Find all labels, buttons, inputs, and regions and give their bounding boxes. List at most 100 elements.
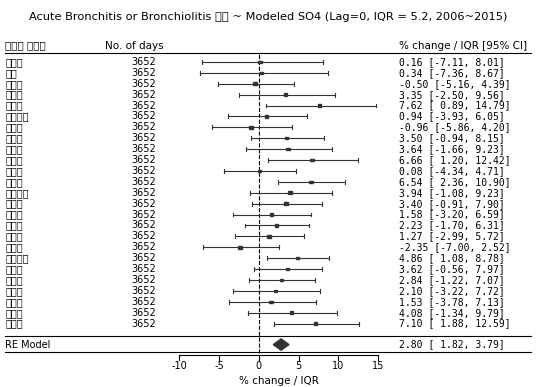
Text: 15: 15 [372, 361, 384, 372]
Text: 마포구: 마포구 [5, 199, 23, 209]
Text: 2.84 [-1.22, 7.07]: 2.84 [-1.22, 7.07] [399, 275, 505, 285]
FancyBboxPatch shape [249, 126, 253, 128]
FancyBboxPatch shape [258, 61, 262, 63]
Text: 노원구: 노원구 [5, 166, 23, 176]
Text: 4.08 [-1.34, 9.79]: 4.08 [-1.34, 9.79] [399, 308, 505, 318]
Text: 동작구: 동작구 [5, 264, 23, 274]
Text: -10: -10 [172, 361, 187, 372]
Text: No. of days: No. of days [105, 41, 163, 51]
Text: 4.86 [ 1.08, 8.78]: 4.86 [ 1.08, 8.78] [399, 253, 505, 263]
Text: 3652: 3652 [131, 221, 156, 230]
Text: 0.08 [-4.34, 4.71]: 0.08 [-4.34, 4.71] [399, 166, 505, 176]
Text: 6.66 [ 1.20, 12.42]: 6.66 [ 1.20, 12.42] [399, 155, 511, 165]
Text: 6.54 [ 2.36, 10.90]: 6.54 [ 2.36, 10.90] [399, 177, 511, 187]
Text: 3652: 3652 [131, 144, 156, 154]
Text: 3652: 3652 [131, 286, 156, 296]
Text: 도봉구: 도봉구 [5, 155, 23, 165]
Polygon shape [273, 339, 289, 350]
Text: 2.10 [-3.22, 7.72]: 2.10 [-3.22, 7.72] [399, 286, 505, 296]
Text: 0.34 [-7.36, 8.67]: 0.34 [-7.36, 8.67] [399, 68, 505, 78]
Text: 용산구: 용산구 [5, 79, 23, 89]
Text: 3652: 3652 [131, 308, 156, 318]
FancyBboxPatch shape [265, 115, 268, 118]
Text: 3652: 3652 [131, 253, 156, 263]
FancyBboxPatch shape [258, 170, 261, 172]
Text: -5: -5 [214, 361, 224, 372]
Text: 종로구: 종로구 [5, 57, 23, 67]
FancyBboxPatch shape [285, 137, 288, 139]
Text: 2.23 [-1.70, 6.31]: 2.23 [-1.70, 6.31] [399, 221, 505, 230]
Text: 3652: 3652 [131, 101, 156, 111]
FancyBboxPatch shape [253, 82, 257, 85]
Text: 강북구: 강북구 [5, 144, 23, 154]
Text: 3652: 3652 [131, 319, 156, 329]
Text: 중랑구: 중랑구 [5, 122, 23, 132]
Text: 3652: 3652 [131, 122, 156, 132]
FancyBboxPatch shape [289, 312, 293, 314]
FancyBboxPatch shape [288, 192, 292, 194]
Text: 0: 0 [256, 361, 262, 372]
Text: -0.96 [-5.86, 4.20]: -0.96 [-5.86, 4.20] [399, 122, 511, 132]
Text: 영등포구: 영등포구 [5, 253, 29, 263]
Text: 3652: 3652 [131, 57, 156, 67]
FancyBboxPatch shape [275, 224, 278, 227]
Text: 3.35 [-2.50, 9.56]: 3.35 [-2.50, 9.56] [399, 90, 505, 99]
Text: Acute Bronchitis or Bronchiolitis 입원 ~ Modeled SO4 (Lag=0, IQR = 5.2, 2006~2015): Acute Bronchitis or Bronchiolitis 입원 ~ M… [29, 12, 507, 22]
Text: 3652: 3652 [131, 177, 156, 187]
Text: 3652: 3652 [131, 231, 156, 241]
Text: 3652: 3652 [131, 111, 156, 122]
Text: 송파구: 송파구 [5, 308, 23, 318]
Text: 광진구: 광진구 [5, 101, 23, 111]
Text: 1.27 [-2.99, 5.72]: 1.27 [-2.99, 5.72] [399, 231, 505, 241]
Text: 10: 10 [332, 361, 345, 372]
Text: 3652: 3652 [131, 166, 156, 176]
Text: 3.40 [-0.91, 7.90]: 3.40 [-0.91, 7.90] [399, 199, 505, 209]
Text: 중구: 중구 [5, 68, 17, 78]
Text: 7.62 [ 0.89, 14.79]: 7.62 [ 0.89, 14.79] [399, 101, 511, 111]
Text: 3652: 3652 [131, 155, 156, 165]
FancyBboxPatch shape [286, 268, 289, 271]
FancyBboxPatch shape [280, 279, 283, 281]
Text: 성북구: 성북구 [5, 133, 23, 143]
FancyBboxPatch shape [239, 246, 242, 248]
Text: 3652: 3652 [131, 242, 156, 252]
Text: 강남구: 강남구 [5, 297, 23, 307]
Text: % change / IQR [95% CI]: % change / IQR [95% CI] [399, 41, 527, 51]
Text: 3652: 3652 [131, 264, 156, 274]
Text: 7.10 [ 1.88, 12.59]: 7.10 [ 1.88, 12.59] [399, 319, 511, 329]
FancyBboxPatch shape [274, 289, 277, 292]
Text: 양천구: 양천구 [5, 209, 23, 219]
Text: 서울시 시군구: 서울시 시군구 [5, 41, 46, 51]
FancyBboxPatch shape [296, 257, 299, 259]
Text: 1.58 [-3.20, 6.59]: 1.58 [-3.20, 6.59] [399, 209, 505, 219]
Text: % change / IQR: % change / IQR [239, 376, 319, 386]
Text: 동대문구: 동대문구 [5, 111, 29, 122]
Text: 금천구: 금천구 [5, 242, 23, 252]
Text: 관악구: 관악구 [5, 275, 23, 285]
Text: 서대문구: 서대문구 [5, 188, 29, 198]
Text: -0.50 [-5.16, 4.39]: -0.50 [-5.16, 4.39] [399, 79, 511, 89]
Text: 0.16 [-7.11, 8.01]: 0.16 [-7.11, 8.01] [399, 57, 505, 67]
Text: 3652: 3652 [131, 199, 156, 209]
Text: 3652: 3652 [131, 79, 156, 89]
Text: 3652: 3652 [131, 68, 156, 78]
Text: 3.64 [-1.66, 9.23]: 3.64 [-1.66, 9.23] [399, 144, 505, 154]
FancyBboxPatch shape [284, 93, 287, 96]
FancyBboxPatch shape [267, 235, 271, 238]
Text: 3652: 3652 [131, 209, 156, 219]
Text: 2.80 [ 1.82, 3.79]: 2.80 [ 1.82, 3.79] [399, 339, 505, 349]
FancyBboxPatch shape [318, 104, 321, 107]
Text: RE Model: RE Model [5, 339, 51, 349]
Text: 서초구: 서초구 [5, 286, 23, 296]
Text: 성동구: 성동구 [5, 90, 23, 99]
Text: 강서구: 강서구 [5, 221, 23, 230]
Text: 3652: 3652 [131, 90, 156, 99]
Text: 3652: 3652 [131, 188, 156, 198]
FancyBboxPatch shape [309, 181, 312, 183]
FancyBboxPatch shape [270, 213, 273, 216]
FancyBboxPatch shape [284, 202, 288, 205]
Text: 은평구: 은평구 [5, 177, 23, 187]
Text: 0.94 [-3.93, 6.05]: 0.94 [-3.93, 6.05] [399, 111, 505, 122]
Text: 3652: 3652 [131, 297, 156, 307]
Text: 구로구: 구로구 [5, 231, 23, 241]
